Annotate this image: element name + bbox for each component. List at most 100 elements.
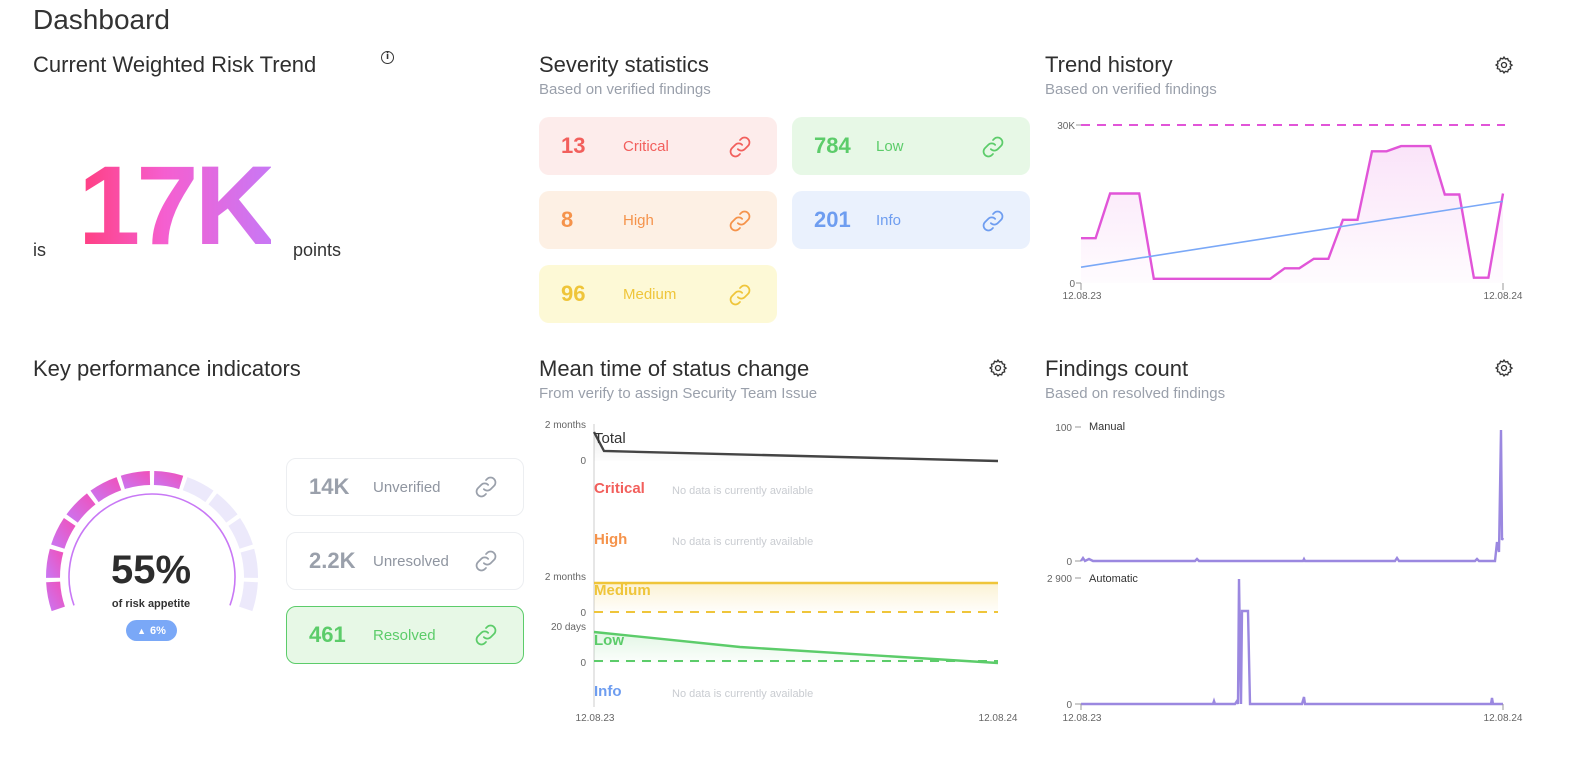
trend-card-title: Trend history [1045,52,1173,77]
kpi-card-title: Key performance indicators [33,356,301,381]
risk-card-title: Current Weighted Risk Trend [33,52,317,77]
link-icon[interactable] [473,474,499,500]
link-icon[interactable] [473,548,499,574]
gauge-change-badge: ▲ 6% [126,620,177,641]
y-tick: 0 [580,658,586,669]
trend-series-line [1081,144,1505,280]
findings-chart: 100 0 Manual 2 900 0 Automatic 12.08.23 … [1047,421,1523,724]
gear-icon[interactable] [1494,358,1514,378]
x-tick: 12.08.23 [1063,291,1102,302]
page-title: Dashboard [33,4,170,35]
gauge-inner-arc [68,493,236,606]
link-icon[interactable] [473,622,499,648]
trend-card-subtitle: Based on verified findings [1045,81,1217,98]
gauge-segment [240,548,258,578]
x-tick: 12.08.23 [1063,713,1102,724]
severity-count: 784 [814,133,851,158]
severity-card-critical[interactable]: 13 Critical [539,117,777,175]
severity-count: 8 [561,207,574,232]
severity-card-subtitle: Based on verified findings [539,81,711,98]
row-label-info: Info [594,683,622,700]
severity-count: 96 [561,281,586,306]
gauge-segment [120,471,151,490]
no-data-text: No data is currently available [672,485,813,497]
row-label-total: Total [594,430,626,447]
gauge-segment [182,477,214,503]
kpi-count: 461 [309,622,346,647]
trend-chart: 30K 0 12.08.23 12.08.24 [1057,121,1523,302]
kpi-count: 2.2K [309,548,356,573]
y-tick: 0 [1066,557,1072,568]
gauge-segment [66,493,96,523]
kpi-label: Unverified [373,478,441,496]
severity-card-title: Severity statistics [539,52,709,77]
mttsc-card-title: Mean time of status change [539,356,810,381]
severity-label: Medium [623,285,677,303]
link-icon[interactable] [727,208,753,234]
gauge-segment [90,477,122,503]
gauge-caption: of risk appetite [111,598,191,610]
gauge-segment [153,471,184,490]
mttsc-chart: 2 months 0 Total Critical No data is cur… [545,420,1018,724]
low-series-line [593,630,999,665]
x-tick: 12.08.24 [1484,713,1523,724]
mttsc-card-subtitle: From verify to assign Security Team Issu… [539,385,818,402]
kpi-card-unresolved[interactable]: 2.2K Unresolved [286,532,524,590]
kpi-count: 14K [309,474,350,499]
no-data-text: No data is currently available [672,536,813,548]
arrow-up-icon: ▲ [137,625,146,636]
no-data-text: No data is currently available [672,688,813,700]
severity-label: Info [876,211,902,229]
gear-icon[interactable] [988,358,1008,378]
severity-label: Critical [623,137,669,155]
row-label-low: Low [594,632,624,649]
gauge-segment [208,493,238,523]
risk-suffix: points [293,240,342,260]
findings-card-subtitle: Based on resolved findings [1045,385,1226,402]
gear-icon[interactable] [1494,55,1514,75]
gauge-segment [228,518,253,549]
severity-card-low[interactable]: 784 Low [792,117,1030,175]
row-label-medium: Medium [594,582,651,599]
low-area [594,632,998,663]
y-tick: 2 months [545,572,586,583]
gauge-segment [46,581,65,612]
x-tick: 12.08.24 [1484,291,1523,302]
automatic-series-line [1081,578,1503,706]
kpi-card-resolved[interactable]: 461 Resolved [286,606,524,664]
severity-card-medium[interactable]: 96 Medium [539,265,777,323]
severity-card-high[interactable]: 8 High [539,191,777,249]
gauge-segment [51,518,76,549]
manual-series-line [1080,429,1505,563]
gauge-value: 55% [110,548,192,592]
kpi-card-unverified[interactable]: 14K Unverified [286,458,524,516]
trend-area [1081,146,1503,283]
total-series-line [592,431,999,463]
link-icon[interactable] [727,282,753,308]
x-tick: 12.08.23 [576,713,615,724]
severity-label: High [623,211,654,229]
row-label-critical: Critical [594,480,645,497]
x-tick: 12.08.24 [979,713,1018,724]
y-tick: 20 days [551,622,586,633]
severity-count: 13 [561,133,586,158]
severity-label: Low [876,137,904,155]
y-tick: 0 [1069,279,1075,290]
y-tick: 30K [1057,121,1075,132]
series-label-manual: Manual [1089,421,1125,433]
gauge-segment [46,548,64,578]
link-icon[interactable] [727,134,753,160]
gauge-change-value: 6% [150,624,166,637]
y-tick: 100 [1055,423,1072,434]
link-icon[interactable] [980,134,1006,160]
trend-regression-line [1080,200,1504,268]
severity-card-info[interactable]: 201 Info [792,191,1030,249]
info-icon[interactable]: i [381,51,394,64]
kpi-label: Resolved [373,626,436,644]
findings-card-title: Findings count [1045,356,1189,381]
gauge-segment [239,581,258,612]
risk-value: 17K [78,143,275,268]
y-tick: 0 [1066,700,1072,711]
y-tick: 0 [580,608,586,619]
link-icon[interactable] [980,208,1006,234]
